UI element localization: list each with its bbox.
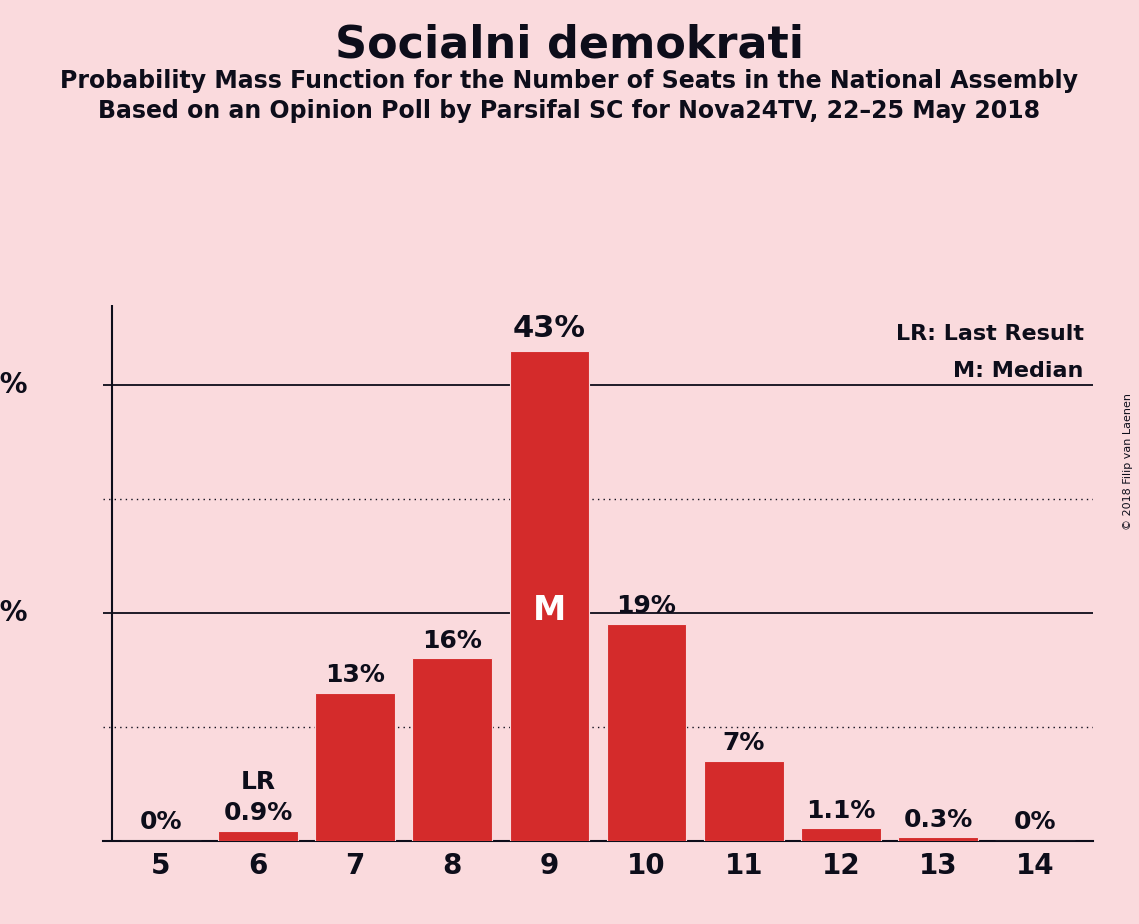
Text: 0.9%: 0.9%	[223, 801, 293, 825]
Text: 7%: 7%	[722, 731, 765, 755]
Bar	[219, 831, 297, 841]
Text: M: M	[533, 594, 566, 626]
Text: Socialni demokrati: Socialni demokrati	[335, 23, 804, 67]
Bar	[412, 659, 492, 841]
Text: 43%: 43%	[513, 313, 585, 343]
Bar	[801, 828, 880, 841]
Text: 0%: 0%	[1014, 810, 1056, 834]
Text: 0.3%: 0.3%	[903, 808, 973, 832]
Text: 40%: 40%	[0, 371, 28, 399]
Text: 13%: 13%	[325, 663, 385, 687]
Bar	[316, 693, 395, 841]
Text: LR: LR	[240, 770, 276, 794]
Bar	[607, 625, 687, 841]
Text: LR: Last Result: LR: Last Result	[895, 323, 1083, 344]
Text: 1.1%: 1.1%	[806, 798, 876, 822]
Text: 20%: 20%	[0, 599, 28, 626]
Text: M: Median: M: Median	[953, 361, 1083, 382]
Text: 0%: 0%	[140, 810, 182, 834]
Text: © 2018 Filip van Laenen: © 2018 Filip van Laenen	[1123, 394, 1133, 530]
Text: Based on an Opinion Poll by Parsifal SC for Nova24TV, 22–25 May 2018: Based on an Opinion Poll by Parsifal SC …	[98, 99, 1041, 123]
Text: Probability Mass Function for the Number of Seats in the National Assembly: Probability Mass Function for the Number…	[60, 69, 1079, 93]
Bar	[899, 837, 978, 841]
Bar	[704, 761, 784, 841]
Text: 16%: 16%	[423, 628, 482, 652]
Bar	[509, 350, 589, 841]
Text: 19%: 19%	[616, 594, 677, 618]
